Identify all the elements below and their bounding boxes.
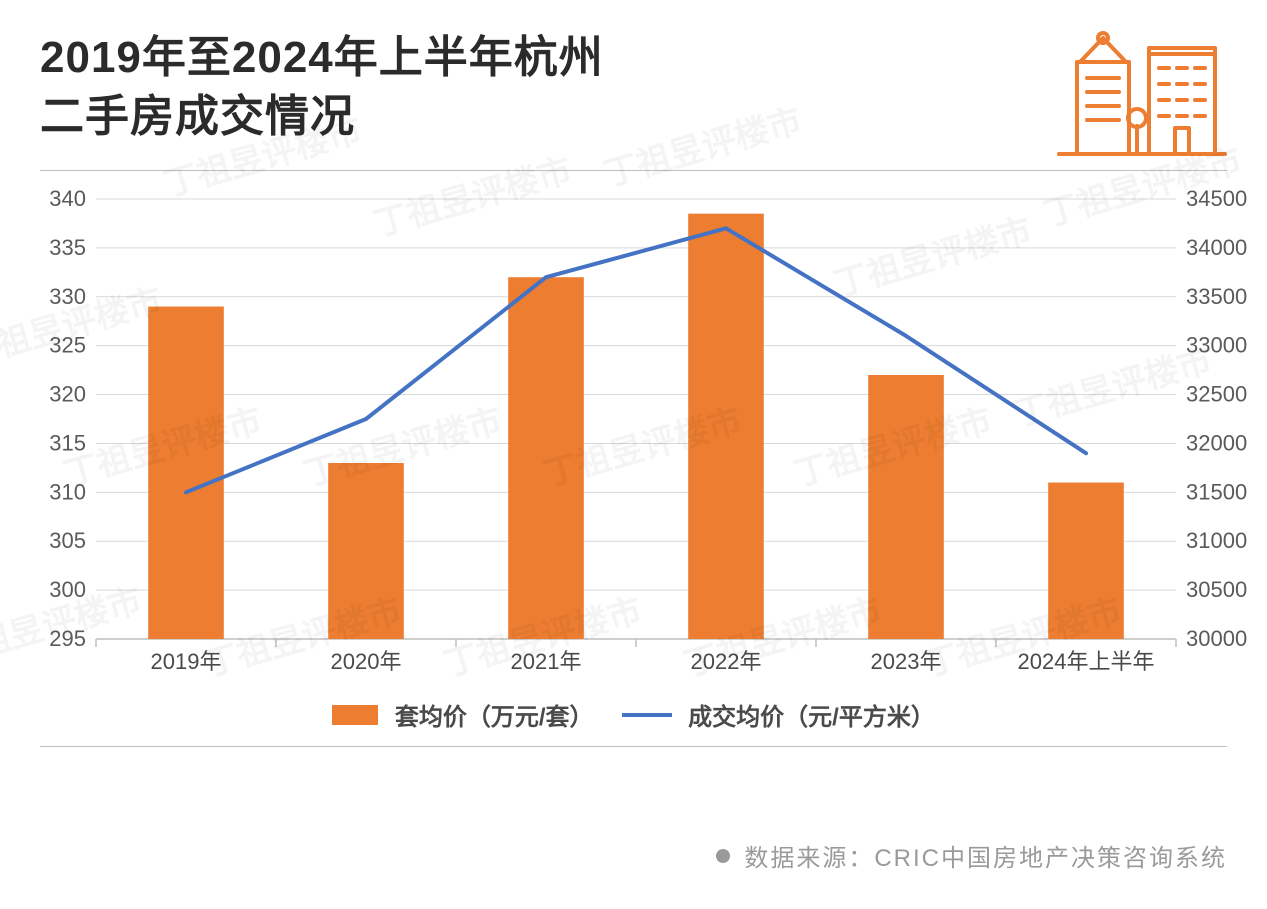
y-right-tick: 32000 bbox=[1186, 430, 1247, 455]
x-tick-label: 2023年 bbox=[871, 649, 942, 674]
y-left-tick: 320 bbox=[49, 382, 86, 407]
divider-top bbox=[40, 170, 1227, 171]
x-tick-label: 2020年 bbox=[331, 649, 402, 674]
bar bbox=[148, 307, 224, 639]
x-tick-label: 2019年 bbox=[151, 649, 222, 674]
y-right-tick: 30500 bbox=[1186, 577, 1247, 602]
header: 2019年至2024年上半年杭州 二手房成交情况 bbox=[0, 0, 1267, 170]
x-tick-label: 2024年上半年 bbox=[1018, 649, 1155, 674]
y-right-tick: 33500 bbox=[1186, 284, 1247, 309]
source-text: 数据来源：CRIC中国房地产决策咨询系统 bbox=[744, 838, 1227, 873]
y-right-tick: 31500 bbox=[1186, 479, 1247, 504]
y-left-tick: 330 bbox=[49, 284, 86, 309]
y-left-tick: 305 bbox=[49, 528, 86, 553]
bar bbox=[328, 463, 404, 639]
legend: 套均价（万元/套） 成交均价（元/平方米） bbox=[40, 697, 1227, 732]
source-note: 数据来源：CRIC中国房地产决策咨询系统 bbox=[716, 838, 1227, 873]
legend-label-line: 成交均价（元/平方米） bbox=[688, 704, 935, 731]
bar bbox=[868, 375, 944, 639]
legend-item-line: 成交均价（元/平方米） bbox=[622, 697, 935, 732]
bar bbox=[508, 277, 584, 639]
x-tick-label: 2021年 bbox=[511, 649, 582, 674]
y-right-tick: 30000 bbox=[1186, 626, 1247, 651]
legend-label-bar: 套均价（万元/套） bbox=[395, 704, 594, 731]
bar bbox=[688, 214, 764, 639]
title-line-1: 2019年至2024年上半年杭州 bbox=[40, 28, 604, 87]
bullet-icon bbox=[716, 849, 730, 863]
y-right-tick: 33000 bbox=[1186, 333, 1247, 358]
buildings-icon bbox=[1057, 28, 1227, 158]
y-left-tick: 340 bbox=[49, 189, 86, 211]
y-left-tick: 310 bbox=[49, 479, 86, 504]
y-left-tick: 335 bbox=[49, 235, 86, 260]
y-right-tick: 34000 bbox=[1186, 235, 1247, 260]
legend-swatch-bar bbox=[332, 705, 378, 725]
divider-bottom bbox=[40, 746, 1227, 747]
title-line-2: 二手房成交情况 bbox=[40, 87, 604, 146]
y-left-tick: 315 bbox=[49, 430, 86, 455]
y-right-tick: 32500 bbox=[1186, 382, 1247, 407]
chart: 2953003053103153203253303353403000030500… bbox=[40, 189, 1227, 747]
legend-item-bar: 套均价（万元/套） bbox=[332, 697, 593, 732]
line-series bbox=[186, 228, 1086, 492]
x-tick-label: 2022年 bbox=[691, 649, 762, 674]
page-title: 2019年至2024年上半年杭州 二手房成交情况 bbox=[40, 28, 604, 147]
bar bbox=[1048, 483, 1124, 639]
y-left-tick: 300 bbox=[49, 577, 86, 602]
y-left-tick: 295 bbox=[49, 626, 86, 651]
legend-swatch-line bbox=[622, 713, 672, 717]
y-right-tick: 34500 bbox=[1186, 189, 1247, 211]
chart-svg: 295 300 305 310 315 320 325 330 335 340 30000 30500… bbox=[40, 189, 1256, 679]
y-left-tick: 325 bbox=[49, 333, 86, 358]
y-right-tick: 31000 bbox=[1186, 528, 1247, 553]
